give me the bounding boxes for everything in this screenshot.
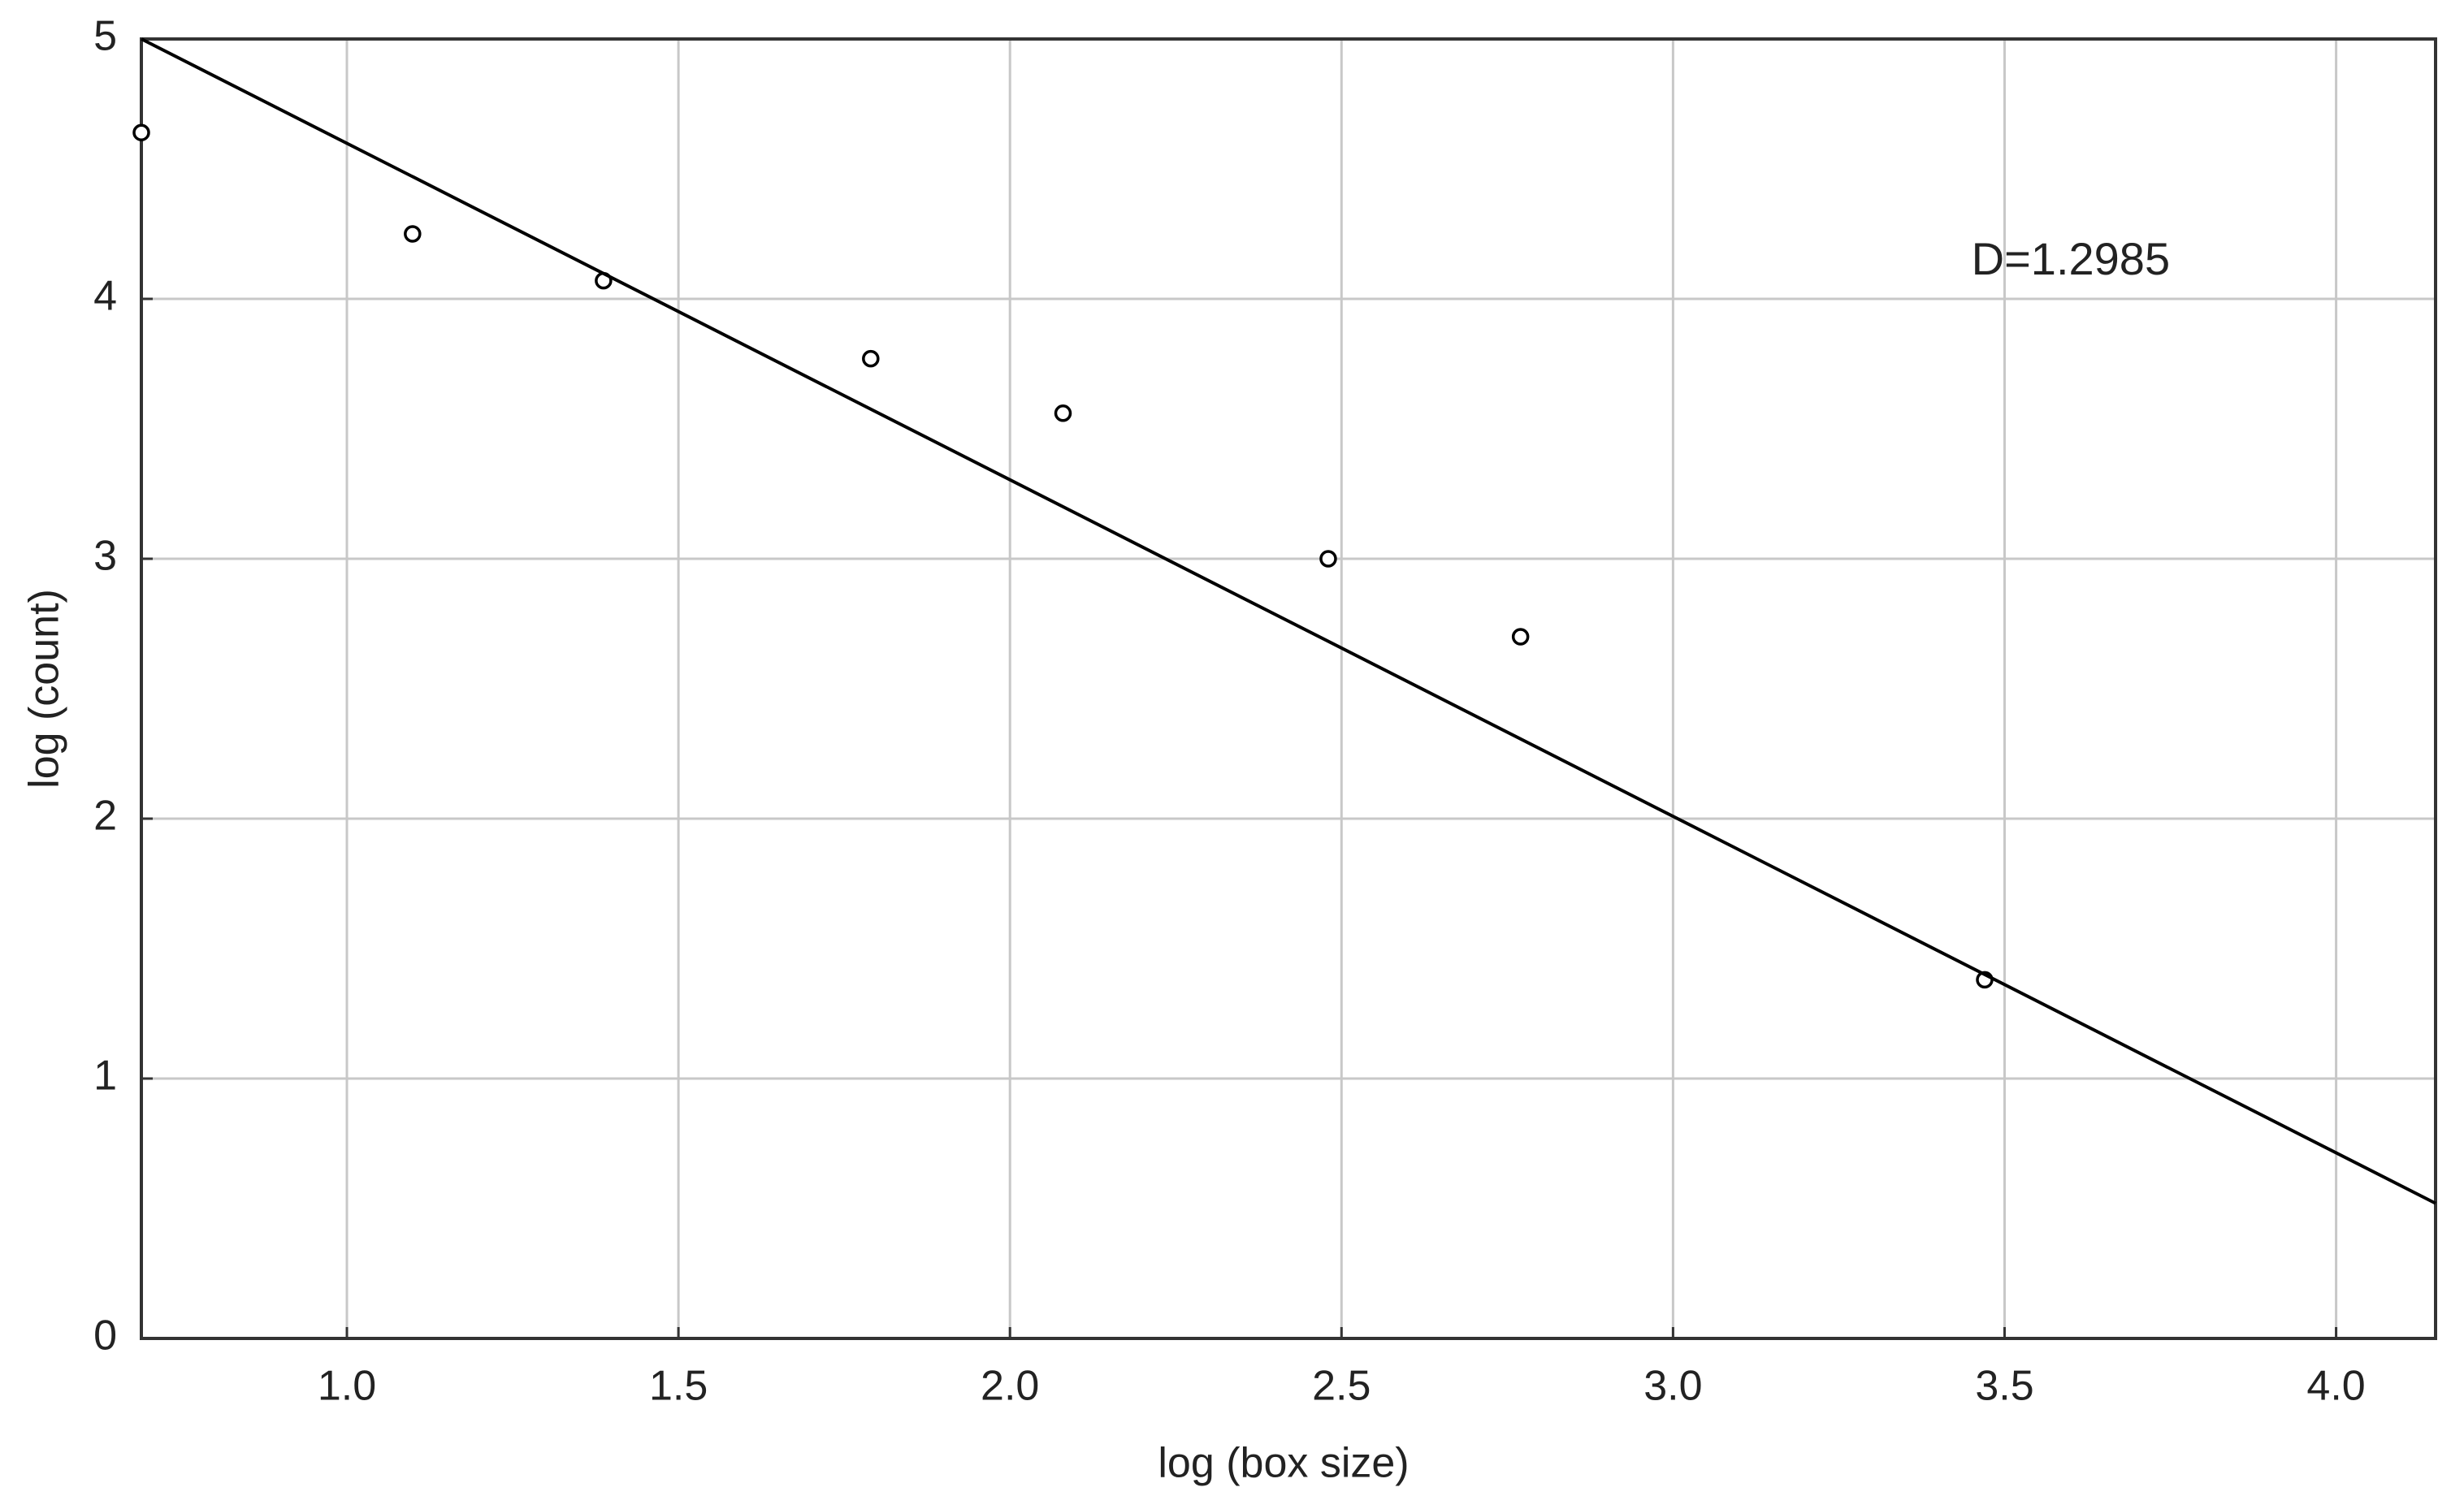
data-point [862, 349, 880, 368]
x-tick-label: 1.5 [649, 1363, 708, 1410]
annotation: D=1.2985 [1972, 233, 2170, 284]
data-point [404, 225, 422, 243]
x-tick-label: 3.5 [1975, 1363, 2033, 1410]
y-tick-label: 3 [93, 533, 117, 580]
x-tick-label: 3.0 [1643, 1363, 1702, 1410]
x-tick-label: 2.0 [981, 1363, 1039, 1410]
x-axis-label: log (box size) [1158, 1440, 1409, 1487]
data-point [132, 123, 150, 141]
y-tick-label: 4 [93, 273, 117, 320]
y-tick-label: 0 [93, 1312, 117, 1360]
y-axis-label: log (count) [21, 589, 68, 789]
fit-line [141, 37, 2436, 1205]
y-tick-label: 1 [93, 1053, 117, 1100]
plot-frame [140, 37, 2437, 1340]
data-point [1054, 404, 1072, 422]
y-tick-label: 2 [93, 793, 117, 840]
x-tick-label: 1.0 [318, 1363, 376, 1410]
x-tick-label: 4.0 [2306, 1363, 2365, 1410]
data-point [1511, 628, 1530, 646]
data-point [1319, 550, 1337, 568]
y-tick-label: 5 [93, 13, 117, 60]
x-tick-label: 2.5 [1312, 1363, 1371, 1410]
